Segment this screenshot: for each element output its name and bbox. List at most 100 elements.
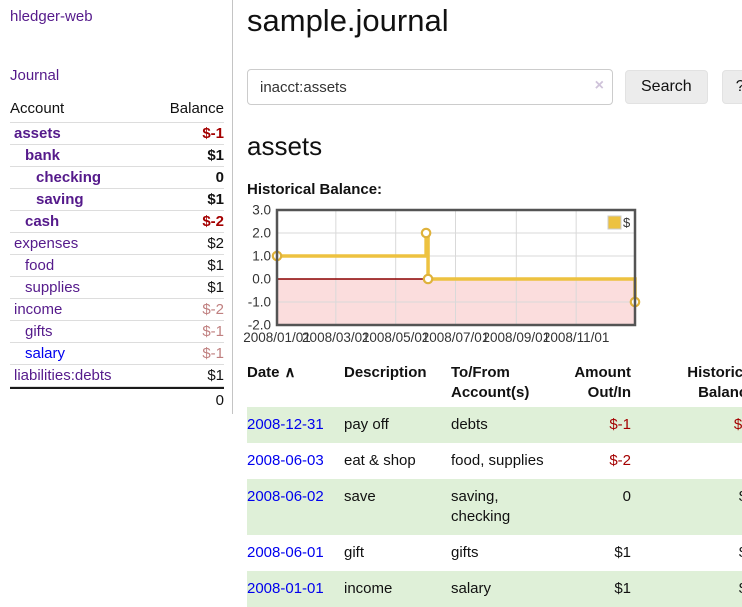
app-title-link[interactable]: hledger-web — [10, 8, 93, 25]
account-balance: $2 — [207, 235, 224, 252]
sidebar: hledger-web Journal Account Balance asse… — [0, 0, 233, 414]
cell-balance: 0 — [639, 443, 742, 479]
accounts-total-row: 0 — [10, 387, 224, 412]
account-balance: $-1 — [202, 125, 224, 142]
cell-amount: $1 — [614, 544, 631, 561]
table-row: 2008-12-31 pay off debts $-1 $-1 — [247, 407, 742, 443]
svg-text:2008/07/01: 2008/07/01 — [422, 330, 490, 345]
account-balance: $-2 — [202, 213, 224, 230]
svg-text:2008/09/01: 2008/09/01 — [483, 330, 551, 345]
chart-title: Historical Balance: — [247, 181, 383, 198]
account-balance: $1 — [207, 147, 224, 164]
search-input[interactable] — [247, 69, 613, 105]
sort-ascending-icon: ∧ — [284, 364, 296, 381]
svg-text:1.0: 1.0 — [252, 249, 271, 264]
account-row: checking 0 — [10, 167, 224, 189]
sidebar-account-link[interactable]: income — [14, 301, 63, 318]
cell-balance: $1 — [639, 571, 742, 607]
account-row: food $1 — [10, 255, 224, 277]
cell-date: 2008-12-31 — [247, 407, 344, 443]
sidebar-account-link[interactable]: salary — [25, 345, 66, 362]
cell-date: 2008-01-01 — [247, 571, 344, 607]
cell-amount: $-2 — [609, 452, 631, 469]
col-header-amount: Amount Out/In — [574, 364, 631, 401]
sidebar-account-link[interactable]: checking — [36, 169, 102, 186]
transaction-date-link[interactable]: 2008-06-01 — [247, 544, 324, 561]
cell-description: eat & shop — [344, 452, 416, 469]
clear-search-icon[interactable]: × — [594, 77, 604, 94]
account-balance: $1 — [207, 257, 224, 274]
account-row: bank $1 — [10, 145, 224, 167]
svg-text:2008/11/01: 2008/11/01 — [543, 330, 610, 345]
account-row: liabilities:debts $1 — [10, 365, 224, 387]
account-row: salary $-1 — [10, 343, 224, 365]
sidebar-item-journal[interactable]: Journal — [10, 67, 60, 84]
sidebar-account-link[interactable]: food — [25, 257, 55, 274]
transaction-date-link[interactable]: 2008-01-01 — [247, 580, 324, 597]
account-row: assets $-1 — [10, 123, 224, 145]
sidebar-account-link[interactable]: bank — [25, 147, 61, 164]
account-column-header: Account — [10, 100, 65, 117]
cell-description: pay off — [344, 416, 389, 433]
date-header-label: Date — [247, 364, 280, 381]
account-row: supplies $1 — [10, 277, 224, 299]
sidebar-account-link[interactable]: expenses — [14, 235, 79, 252]
account-row: gifts $-1 — [10, 321, 224, 343]
historical-balance-chart: 2008/01/012008/03/012008/05/012008/07/01… — [243, 205, 641, 345]
account-balance: $1 — [207, 191, 224, 208]
sidebar-account-link[interactable]: saving — [36, 191, 84, 208]
svg-text:2008/03/01: 2008/03/01 — [302, 330, 370, 345]
account-balance: $1 — [207, 367, 224, 384]
svg-text:-2.0: -2.0 — [248, 318, 271, 333]
cell-amount: $1 — [614, 580, 631, 597]
cell-accounts: gifts — [451, 544, 479, 561]
sidebar-account-link[interactable]: gifts — [25, 323, 53, 340]
col-header-accounts: To/From Account(s) — [451, 364, 530, 401]
search-form: × Search ? — [247, 69, 742, 105]
account-heading: assets — [247, 131, 323, 161]
help-button[interactable]: ? — [721, 70, 742, 104]
main-content: sample.journal × Search ? assets Histori… — [233, 0, 742, 607]
transaction-date-link[interactable]: 2008-06-03 — [247, 452, 324, 469]
account-row: cash $-2 — [10, 211, 224, 233]
sidebar-account-link[interactable]: assets — [14, 125, 61, 142]
cell-description: save — [344, 488, 376, 505]
cell-date: 2008-06-02 — [247, 479, 344, 535]
sidebar-account-link[interactable]: supplies — [25, 279, 81, 296]
register-rows: 2008-12-31 pay off debts $-1 $-1 2008-06-03 ea… — [247, 407, 742, 607]
cell-balance: $2 — [639, 479, 742, 535]
account-balance: $-1 — [202, 323, 224, 340]
cell-amount: 0 — [622, 488, 631, 505]
cell-accounts: salary — [451, 580, 492, 597]
svg-text:2.0: 2.0 — [252, 226, 271, 241]
table-row: 2008-01-01 income salary $1 $1 — [247, 571, 742, 607]
cell-accounts: saving, checking — [451, 488, 511, 525]
cell-date: 2008-06-01 — [247, 535, 344, 571]
cell-balance: $-1 — [733, 416, 742, 433]
cell-accounts: debts — [451, 416, 488, 433]
svg-text:3.0: 3.0 — [252, 205, 271, 218]
accounts-table-header: Account Balance — [10, 100, 224, 123]
search-button[interactable]: Search — [625, 70, 708, 104]
col-header-balance: Historical Balance — [687, 364, 742, 401]
cell-description: gift — [344, 544, 365, 561]
cell-date: 2008-06-03 — [247, 443, 344, 479]
table-row: 2008-06-02 save saving, checking 0 $2 — [247, 479, 742, 535]
accounts-table: Account Balance assets $-1 bank $1 checking 0… — [10, 100, 224, 412]
col-header-description: Description — [344, 364, 427, 381]
svg-text:2008/05/01: 2008/05/01 — [362, 330, 430, 345]
svg-text:-1.0: -1.0 — [248, 295, 271, 310]
cell-balance: $2 — [639, 535, 742, 571]
transaction-date-link[interactable]: 2008-12-31 — [247, 416, 324, 433]
sidebar-account-link[interactable]: liabilities:debts — [14, 367, 112, 384]
sidebar-account-link[interactable]: cash — [25, 213, 60, 230]
account-balance: 0 — [215, 169, 224, 186]
col-header-date[interactable]: Date ∧ — [247, 363, 344, 407]
table-row: 2008-06-01 gift gifts $1 $2 — [247, 535, 742, 571]
cell-description: income — [344, 580, 393, 597]
search-box: × — [247, 69, 613, 105]
balance-column-header: Balance — [169, 100, 224, 117]
account-row: income $-2 — [10, 299, 224, 321]
transaction-date-link[interactable]: 2008-06-02 — [247, 488, 324, 505]
